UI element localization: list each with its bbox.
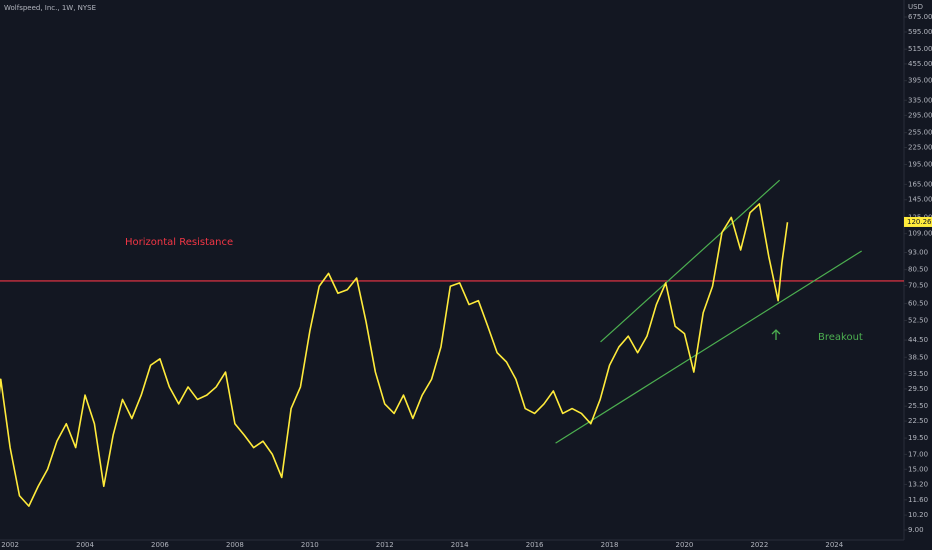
y-tick-label: 515.00 [908, 45, 932, 53]
x-tick-label: 2012 [376, 541, 394, 549]
y-tick-label: 9.00 [908, 526, 924, 534]
breakout-arrow [771, 329, 781, 340]
y-tick-label: 70.50 [908, 281, 928, 289]
y-tick-label: 145.00 [908, 196, 932, 204]
y-tick-label: 295.00 [908, 111, 932, 119]
x-tick-label: 2022 [750, 541, 768, 549]
y-tick-label: 395.00 [908, 77, 932, 85]
y-tick-label: 11.60 [908, 496, 928, 504]
x-tick-label: 2014 [451, 541, 469, 549]
x-tick-label: 2006 [151, 541, 169, 549]
y-tick-label: 675.00 [908, 13, 932, 21]
x-tick-label: 2004 [76, 541, 94, 549]
y-tick-label: 13.20 [908, 480, 928, 488]
y-tick-label: 19.50 [908, 434, 928, 442]
y-tick-label: 60.50 [908, 300, 928, 308]
y-tick-label: 595.00 [908, 28, 932, 36]
x-tick-label: 2010 [301, 541, 319, 549]
x-tick-label: 2024 [825, 541, 843, 549]
x-tick-label: 2018 [601, 541, 619, 549]
last-price-tag [904, 216, 932, 227]
y-tick-label: 80.50 [908, 266, 928, 274]
x-tick-label: 2016 [526, 541, 544, 549]
x-tick-label: 2020 [676, 541, 694, 549]
y-tick-label: 15.00 [908, 465, 928, 473]
y-tick-label: 255.00 [908, 129, 932, 137]
y-tick-label: 33.50 [908, 370, 928, 378]
x-tick-label: 2008 [226, 541, 244, 549]
y-tick-label: 109.00 [908, 230, 932, 238]
y-tick-label: 10.20 [908, 511, 928, 519]
y-tick-label: 44.50 [908, 336, 928, 344]
chart-title: Wolfspeed, Inc., 1W, NYSE [4, 4, 96, 12]
y-tick-label: 52.50 [908, 316, 928, 324]
y-tick-label: 22.50 [908, 417, 928, 425]
y-tick-label: 38.50 [908, 353, 928, 361]
x-tick-label: 2002 [1, 541, 19, 549]
y-tick-label: 29.50 [908, 385, 928, 393]
y-tick-label: 195.00 [908, 161, 932, 169]
y-tick-label: 225.00 [908, 144, 932, 152]
y-tick-label: 455.00 [908, 60, 932, 68]
last-price-label: 120.26 [907, 218, 932, 226]
trendline [555, 250, 862, 444]
currency-label: USD [908, 3, 923, 11]
y-tick-label: 165.00 [908, 180, 932, 188]
resistance-annotation: Horizontal Resistance [125, 237, 233, 248]
breakout-annotation: Breakout [818, 332, 863, 343]
y-tick-label: 335.00 [908, 96, 932, 104]
trendline [600, 179, 781, 343]
price-line [0, 203, 789, 507]
y-tick-label: 25.50 [908, 402, 928, 410]
y-tick-label: 17.00 [908, 450, 928, 458]
y-tick-label: 93.00 [908, 249, 928, 257]
